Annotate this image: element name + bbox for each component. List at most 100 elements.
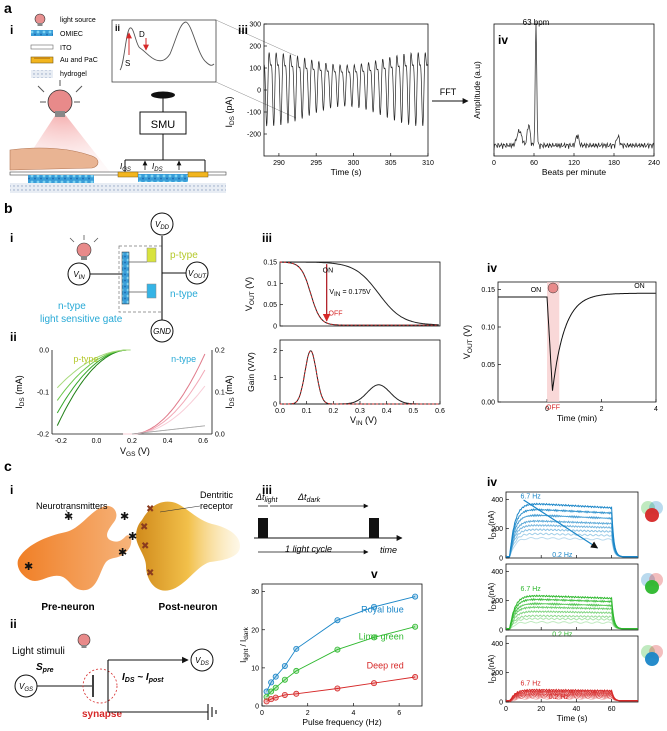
sub-label-a-iii: iii [238, 23, 248, 37]
x-tick-label: 40 [573, 706, 581, 713]
chart-b-iii: 0 0.05 0.1 0.15 VOUT (V) ON VIN = 0.175V OFF 0.0… [244, 260, 445, 428]
legend-light-source: light source [60, 17, 96, 24]
y-tick-label: 1 [273, 375, 277, 382]
x-tick-label: 120 [568, 160, 580, 167]
data-point [272, 673, 279, 680]
data-point [370, 680, 377, 687]
gnd-label: GND [153, 327, 171, 336]
sub-label-b-iv: iv [487, 261, 497, 275]
vdd-node [150, 212, 174, 236]
light-pulse-1 [258, 518, 268, 538]
y-tick-label: 0 [273, 324, 277, 331]
light-bulb-b-icon [69, 235, 99, 260]
y-tick-label: 30 [251, 589, 259, 596]
freq-low-label: 0.2 Hz [552, 552, 573, 559]
gate-electrode [121, 251, 130, 305]
device-illustration [9, 80, 227, 193]
data-point [281, 691, 288, 698]
x-tick-label: 290 [273, 160, 285, 167]
legend-omiec: OMIEC [60, 31, 83, 38]
data-point [334, 646, 341, 653]
time-label: time [380, 545, 397, 555]
y-tick-label: 2 [273, 348, 277, 355]
legend-a: light source OMIEC ITO Au and PaC hydrog… [30, 13, 98, 78]
data-point [268, 679, 275, 686]
data-point [281, 676, 288, 683]
gnd-node [150, 319, 174, 343]
x-axis-label: Time (min) [557, 413, 597, 423]
x-tick-label: 20 [537, 706, 545, 713]
ids-label: IDS [152, 162, 163, 173]
ids-transient [506, 597, 638, 630]
neurotransmitters-label: Neurotransmitters [36, 501, 108, 511]
post-neuron [136, 501, 240, 591]
y-tick-label: 0 [499, 556, 503, 563]
inset-waveform: ii S D [111, 19, 297, 119]
chart-b-iv: 0 2 4 0.00 0.05 0.10 0.15 VOUT (V) Time (min) ON O… [462, 281, 658, 423]
light-bulb-large-icon [37, 80, 83, 117]
freq-high-label: 6.7 Hz [521, 586, 542, 593]
plot-frame [505, 491, 639, 559]
y-tick-label: -100 [247, 110, 261, 117]
data-point [263, 698, 270, 705]
legend-ito: ITO [60, 45, 72, 52]
dendritic-label: Dentritic [200, 490, 234, 500]
data-point [293, 645, 300, 652]
on-left-label: ON [531, 287, 542, 294]
y-tick-label: 400 [491, 569, 503, 576]
x-tick-label: 0.5 [408, 408, 418, 415]
sub-label-a-ii: ii [115, 23, 120, 33]
svg-text:✱: ✱ [118, 547, 127, 559]
y-axis-label: Ilight / Idark [239, 626, 250, 662]
sub-label-a-i: i [10, 23, 13, 37]
x-tick-label: 0 [492, 160, 496, 167]
x-axis-label: VGS (V) [120, 446, 150, 458]
receptor-label: receptor [200, 501, 233, 511]
color-indicator [645, 508, 659, 522]
inverter-schematic: VIN VDD VOUT GND p-type n-type n-type li… [40, 212, 209, 343]
plot-frame [497, 281, 657, 403]
y-left-axis-label: IDS (mA) [14, 375, 26, 409]
panel-label-a: a [4, 0, 12, 16]
synapse-circuit: Light stimuli Spre VGS synapse IDS ~ Ipo… [12, 633, 217, 720]
data-point [334, 685, 341, 692]
x-tick-label: 0.3 [355, 408, 365, 415]
svg-text:✱: ✱ [120, 511, 129, 523]
ito-swatch [30, 44, 54, 50]
legend-hydrogel: hydrogel [60, 71, 87, 78]
svg-text:✱: ✱ [128, 531, 137, 543]
y-left-tick-label: -0.1 [37, 390, 49, 397]
smu-label: SMU [151, 119, 176, 131]
vgs-label: VGS [19, 682, 33, 693]
p-type-label: p-type [170, 250, 198, 261]
hydrogel-swatch [31, 70, 53, 78]
data-point [272, 694, 279, 701]
y-tick-label: 200 [249, 44, 261, 51]
spre-label: Spre [36, 662, 54, 674]
y-tick-label: 200 [491, 526, 503, 533]
light-pulse-2 [369, 518, 379, 538]
y-axis-label: IDS (nA) [487, 510, 498, 539]
ids-ipost-label: IDS ~ Ipost [122, 672, 164, 684]
sub-label-b-iii: iii [262, 231, 272, 245]
y-tick-label: 300 [249, 22, 261, 29]
x-tick-label: 0.4 [382, 408, 392, 415]
panel-label-b: b [4, 200, 13, 216]
omiec-gate [28, 175, 94, 183]
x-tick-label: 0.2 [328, 408, 338, 415]
data-point [281, 662, 288, 669]
ids-transient [506, 513, 638, 558]
n-type-legend: n-type [171, 354, 196, 364]
data-point [272, 684, 279, 691]
series-line-1 [266, 626, 416, 698]
y-right-tick-label: 0.0 [215, 432, 225, 439]
sub-label-b-i: i [10, 231, 13, 245]
plot-frame [505, 635, 639, 703]
y-axis-label: IDS (nA) [487, 654, 498, 683]
x-tick-label: 295 [310, 160, 322, 167]
svg-text:✱: ✱ [64, 511, 73, 523]
x-tick-label: 0.6 [435, 408, 445, 415]
data-point [412, 593, 419, 600]
neuron-illustration: ✖ ✖ ✖ ✖ ✱ ✱ ✱ ✱ ✱ Neurotransmitters Dent… [17, 490, 240, 613]
